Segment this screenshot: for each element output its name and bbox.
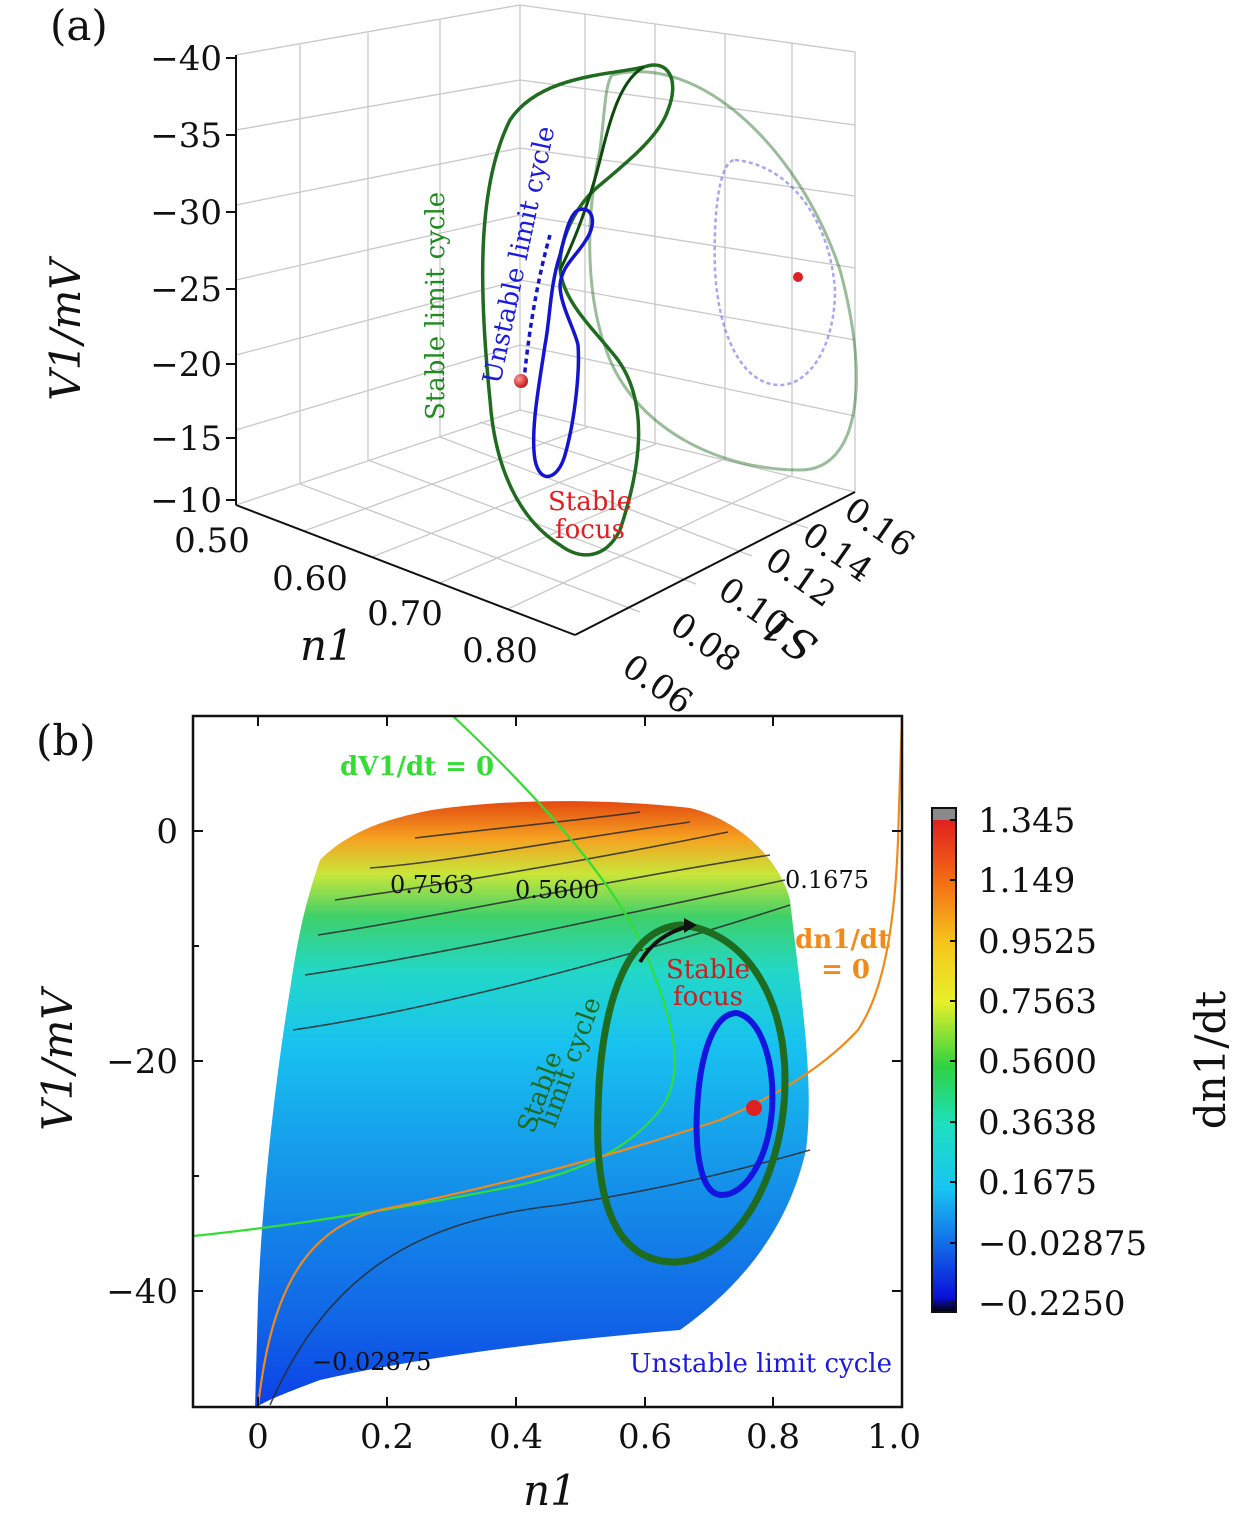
arrow-head bbox=[684, 918, 697, 933]
panel-a-ticks bbox=[226, 57, 236, 501]
contour-line bbox=[414, 811, 641, 839]
panel-b-y-ticklabels: 0 −20 −40 bbox=[106, 812, 178, 1312]
contour-label: 0.5600 bbox=[515, 876, 599, 904]
label-dn1dt-2: = 0 bbox=[821, 955, 870, 985]
colorbar bbox=[931, 807, 957, 1313]
projection-stable-lc bbox=[588, 70, 858, 472]
colorbar-gradient bbox=[932, 820, 956, 1312]
unstable-limit-cycle-2d bbox=[693, 1009, 776, 1199]
contour-line bbox=[334, 831, 729, 901]
stable-limit-cycle-arrow bbox=[638, 924, 691, 964]
tick-a-v1: −20 bbox=[150, 345, 222, 385]
panel-b-plot-area bbox=[193, 716, 902, 1407]
stable-limit-cycle-2d bbox=[594, 921, 789, 1266]
panel-a-projections bbox=[588, 70, 858, 472]
label-a-focus-2: focus bbox=[555, 515, 625, 545]
panel-a-n1-label: n1 bbox=[300, 621, 354, 670]
label-b-unstable-lc: Unstable limit cycle bbox=[630, 1349, 892, 1379]
unstable-limit-cycle-3d bbox=[531, 207, 595, 479]
contour-lines bbox=[269, 811, 811, 1406]
stable-focus-2d bbox=[746, 1100, 762, 1116]
tick-b-x: 1.0 bbox=[867, 1417, 921, 1457]
colorbar-ticks bbox=[950, 819, 956, 1304]
panel-b-y-ticks bbox=[193, 830, 902, 1292]
tick-a-v1: −35 bbox=[150, 116, 222, 156]
panel-a-axis-lines bbox=[235, 55, 856, 636]
label-b-focus-1: Stable bbox=[666, 955, 750, 985]
colorbar-tick: −0.02875 bbox=[978, 1224, 1147, 1264]
panel-a-v1-ticklabels: −40 −35 −30 −25 −20 −15 −10 bbox=[150, 39, 222, 521]
stable-limit-cycle-3d bbox=[480, 63, 675, 557]
tick-a-v1: −40 bbox=[150, 39, 222, 79]
tick-a-n1: 0.80 bbox=[462, 631, 538, 671]
panel-b-y-label: V1/mV bbox=[33, 986, 82, 1131]
unstable-limit-cycle-3d-dashed bbox=[522, 234, 552, 381]
colorbar-tick: 0.7563 bbox=[978, 982, 1097, 1022]
stable-limit-cycle-3d-inner bbox=[558, 65, 645, 271]
panel-a-label: (a) bbox=[50, 1, 108, 50]
tick-a-n1: 0.70 bbox=[367, 594, 443, 634]
colorbar-tick: 1.345 bbox=[978, 801, 1075, 841]
tick-a-v1: −25 bbox=[150, 270, 222, 310]
panel-a-v1-label: V1/mV bbox=[41, 256, 90, 401]
contour-label: 0.1675 bbox=[785, 866, 869, 894]
colorbar-top-cap bbox=[932, 808, 956, 820]
colorbar-label: dn1/dt bbox=[1186, 991, 1235, 1130]
colorbar-ticklabels: 1.345 1.149 0.9525 0.7563 0.5600 0.3638 … bbox=[978, 801, 1147, 1324]
tick-a-v1: −10 bbox=[150, 481, 222, 521]
tick-b-x: 0.4 bbox=[489, 1417, 543, 1457]
label-dv1dt: dV1/dt = 0 bbox=[340, 752, 494, 782]
stable-focus-3d bbox=[514, 374, 528, 388]
panel-a-3d-box bbox=[235, 4, 856, 636]
contour-label: 0.7563 bbox=[390, 871, 474, 899]
tick-a-v1: −15 bbox=[150, 419, 222, 459]
tick-b-y: −40 bbox=[106, 1272, 178, 1312]
panel-a-s1-ticklabels: 0.06 0.08 0.10 0.12 0.14 0.16 bbox=[615, 490, 922, 723]
projection-focus bbox=[793, 272, 803, 282]
label-b-focus-2: focus bbox=[673, 982, 743, 1012]
projection-unstable-lc bbox=[713, 158, 837, 387]
tick-a-n1: 0.60 bbox=[272, 559, 348, 599]
tick-b-y: 0 bbox=[156, 812, 178, 852]
panel-b-label: (b) bbox=[36, 716, 96, 765]
tick-a-s1: 0.06 bbox=[615, 647, 700, 723]
contour-line bbox=[269, 1149, 811, 1406]
tick-b-x: 0.6 bbox=[618, 1417, 672, 1457]
panel-a-trajectories bbox=[480, 63, 675, 557]
panel-b-x-ticklabels: 0 0.2 0.4 0.6 0.8 1.0 bbox=[247, 1417, 921, 1457]
label-dn1dt-1: dn1/dt bbox=[795, 925, 890, 955]
panel-b-x-ticks bbox=[257, 716, 903, 1407]
colorbar-tick: −0.2250 bbox=[978, 1284, 1125, 1324]
contour-line bbox=[304, 879, 786, 976]
panel-b-x-label: n1 bbox=[523, 1466, 577, 1515]
tick-b-x: 0.2 bbox=[360, 1417, 414, 1457]
tick-a-v1: −30 bbox=[150, 193, 222, 233]
tick-b-y: −20 bbox=[106, 1042, 178, 1082]
colorbar-tick: 0.9525 bbox=[978, 922, 1097, 962]
tick-b-x: 0 bbox=[247, 1417, 269, 1457]
colorbar-tick: 1.149 bbox=[978, 861, 1075, 901]
contour-line bbox=[292, 904, 791, 1031]
contour-label: −0.02875 bbox=[312, 1348, 431, 1376]
contour-line bbox=[369, 821, 691, 869]
tick-a-n1: 0.50 bbox=[174, 521, 250, 561]
colorbar-tick: 0.5600 bbox=[978, 1042, 1097, 1082]
label-a-focus-1: Stable bbox=[548, 487, 632, 517]
panel-a-n1-ticklabels: 0.50 0.60 0.70 0.80 bbox=[174, 521, 538, 671]
label-a-stable-lc: Stable limit cycle bbox=[421, 192, 451, 420]
colorbar-tick: 0.3638 bbox=[978, 1103, 1097, 1143]
colorbar-tick: 0.1675 bbox=[978, 1163, 1097, 1203]
contour-line bbox=[317, 854, 771, 936]
tick-b-x: 0.8 bbox=[746, 1417, 800, 1457]
